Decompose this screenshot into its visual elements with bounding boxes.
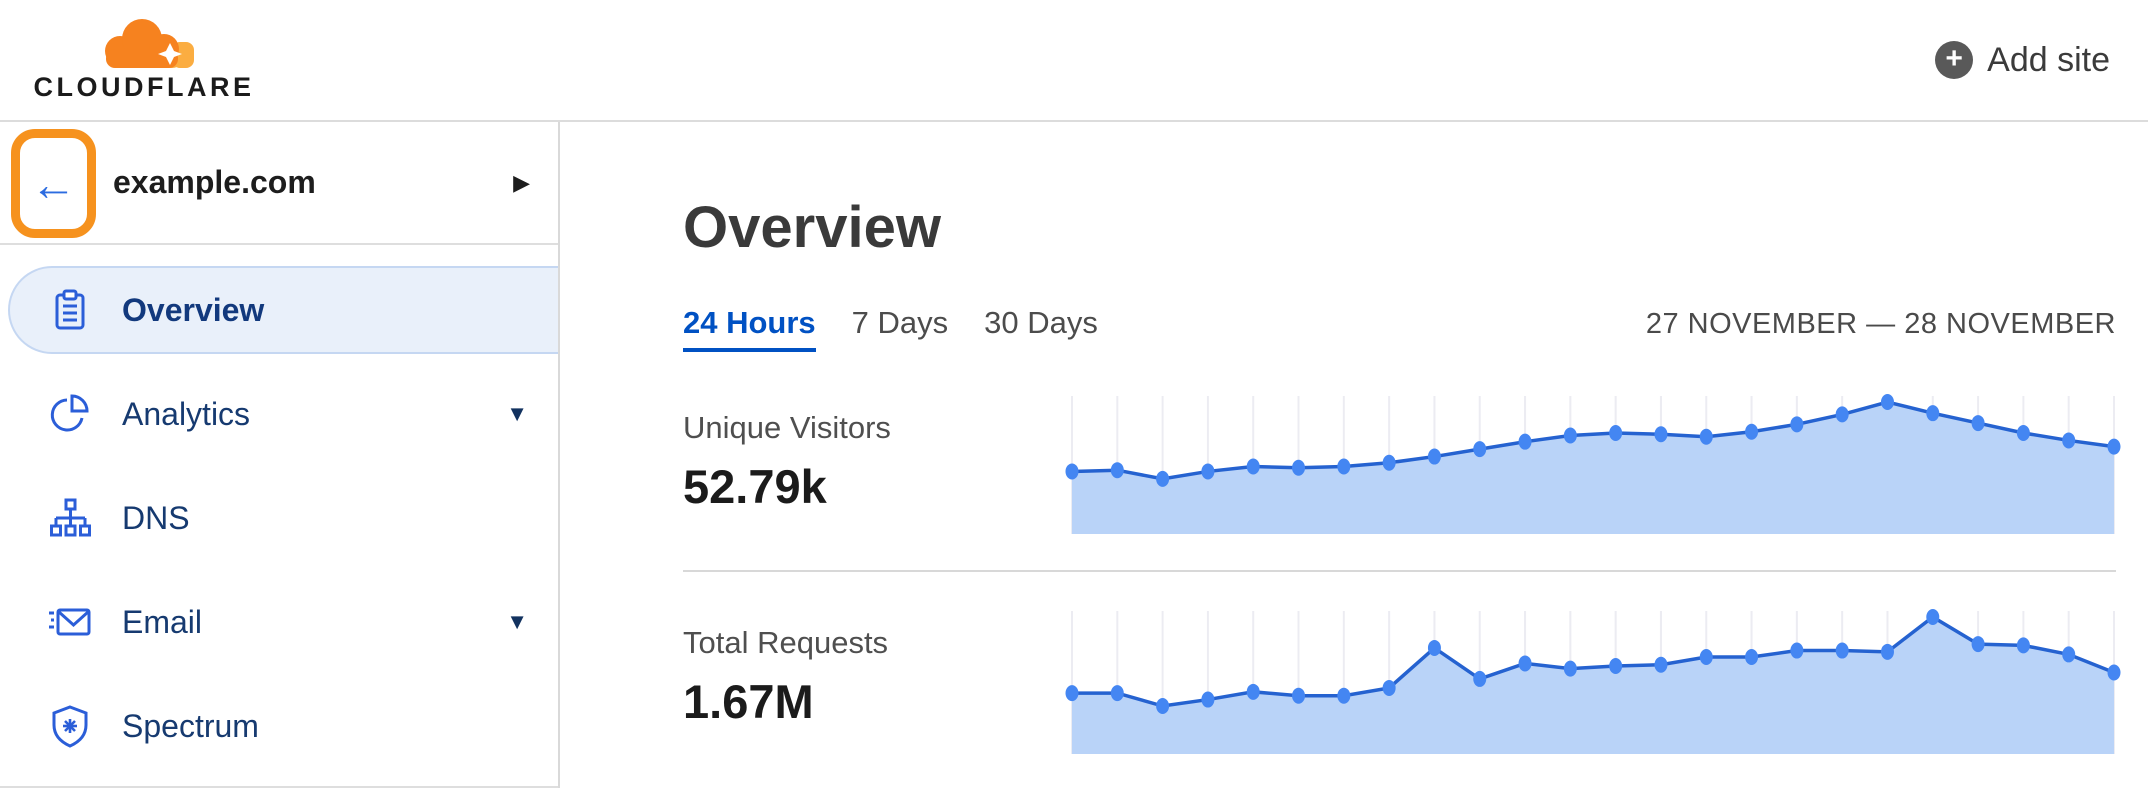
page-title: Overview <box>683 195 941 260</box>
total-requests-section: Total Requests 1.67M <box>683 609 2121 754</box>
sidebar-item-email[interactable]: Email ▼ <box>8 578 558 666</box>
time-range-tabs-row: 24 Hours 7 Days 30 Days 27 NOVEMBER — 28… <box>683 305 2116 352</box>
unique-visitors-section: Unique Visitors 52.79k <box>683 394 2121 534</box>
back-arrow-icon[interactable]: ← <box>30 157 77 210</box>
sidebar-item-label: Spectrum <box>122 707 259 744</box>
site-selector-row: ← example.com ▶ <box>0 122 558 245</box>
cloudflare-cloud-icon <box>105 19 194 68</box>
clipboard-icon <box>46 286 94 334</box>
site-name: example.com <box>113 164 316 200</box>
sidebar-item-label: Overview <box>122 291 265 328</box>
caret-down-icon[interactable]: ▼ <box>506 401 528 426</box>
tab-24-hours[interactable]: 24 Hours <box>683 305 816 352</box>
sidebar-item-label: DNS <box>122 499 190 536</box>
tab-7-days[interactable]: 7 Days <box>851 305 949 340</box>
unique-visitors-chart[interactable] <box>1065 394 2121 534</box>
time-range-tabs: 24 Hours 7 Days 30 Days <box>683 305 1098 352</box>
shield-icon <box>46 702 94 750</box>
plus-circle-icon: + <box>1935 41 1974 79</box>
caret-down-icon[interactable]: ▼ <box>506 609 528 634</box>
add-site-label: Add site <box>1987 40 2110 79</box>
sidebar-item-analytics[interactable]: Analytics ▼ <box>8 370 558 458</box>
date-range-label: 27 NOVEMBER — 28 NOVEMBER <box>1645 308 2116 340</box>
cloudflare-wordmark: CLOUDFLARE <box>33 72 255 102</box>
sidebar-item-dns[interactable]: DNS <box>8 474 558 562</box>
sidebar-menu: Overview Analytics ▼ <box>0 245 558 788</box>
unique-visitors-value: 52.79k <box>683 460 827 513</box>
tab-30-days[interactable]: 30 Days <box>984 305 1098 340</box>
section-divider <box>683 570 2116 572</box>
sidebar: ← example.com ▶ O <box>0 122 560 788</box>
sidebar-item-label: Email <box>122 603 203 640</box>
cloudflare-logo[interactable]: CLOUDFLARE <box>25 17 263 103</box>
top-header: CLOUDFLARE + Add site <box>0 0 2148 122</box>
caret-right-icon[interactable]: ▶ <box>513 169 530 195</box>
sidebar-item-spectrum[interactable]: Spectrum <box>8 682 558 770</box>
pie-chart-icon <box>46 390 94 438</box>
main-content: Overview 24 Hours 7 Days 30 Days 27 NOVE… <box>560 122 2148 788</box>
back-button-highlight: ← <box>11 129 96 238</box>
email-icon <box>46 598 94 646</box>
total-requests-chart[interactable] <box>1065 609 2121 754</box>
sidebar-item-label: Analytics <box>122 395 251 432</box>
add-site-button[interactable]: + Add site <box>1935 41 2110 80</box>
sidebar-section-divider <box>0 786 558 788</box>
total-requests-value: 1.67M <box>683 675 814 728</box>
total-requests-label: Total Requests <box>683 625 889 660</box>
sidebar-item-overview[interactable]: Overview <box>8 266 558 354</box>
unique-visitors-label: Unique Visitors <box>683 410 891 445</box>
dns-tree-icon <box>46 494 94 542</box>
